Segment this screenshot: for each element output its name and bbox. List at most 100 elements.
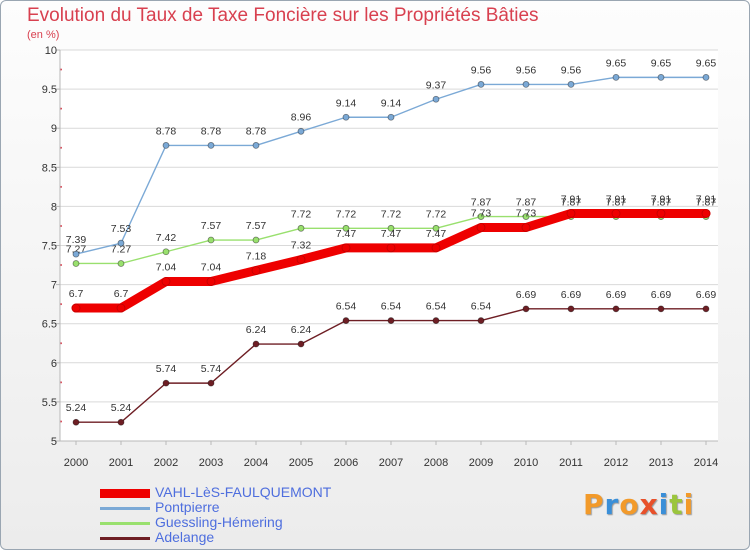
- data-point-guessling-hemering: [387, 224, 395, 232]
- data-label-guessling-hemering: 7.57: [201, 220, 222, 232]
- x-tick-label: 2009: [469, 457, 493, 469]
- data-label-pontpierre: 9.65: [606, 57, 627, 69]
- data-label-pontpierre: 9.56: [561, 64, 582, 76]
- data-point-pontpierre: [657, 73, 665, 81]
- data-point-guessling-hemering: [207, 236, 215, 244]
- data-label-guessling-hemering: 7.87: [561, 197, 582, 209]
- x-tick-label: 2002: [154, 457, 178, 469]
- y-tick-label: 8: [51, 201, 57, 213]
- data-point-guessling-hemering: [162, 248, 170, 256]
- x-tick-label: 2004: [244, 457, 268, 469]
- data-point-guessling-hemering: [72, 260, 80, 267]
- data-label-pontpierre: 9.14: [381, 97, 402, 109]
- data-point-vahl-les-faulquemont: [566, 209, 576, 218]
- data-point-adelange: [432, 317, 440, 324]
- data-label-vahl-les-faulquemont: 7.04: [156, 261, 177, 273]
- data-point-pontpierre: [432, 95, 440, 103]
- x-tick-label: 2014: [694, 457, 718, 469]
- data-point-adelange: [702, 305, 710, 313]
- x-tick-label: 2000: [64, 457, 88, 469]
- data-label-guessling-hemering: 7.87: [471, 197, 492, 209]
- data-label-adelange: 6.69: [606, 289, 627, 301]
- data-label-adelange: 6.24: [246, 324, 267, 336]
- data-point-pontpierre: [117, 239, 125, 247]
- data-label-adelange: 6.54: [471, 301, 492, 313]
- data-point-vahl-les-faulquemont: [521, 223, 531, 232]
- data-label-vahl-les-faulquemont: 7.91: [606, 193, 627, 205]
- data-point-vahl-les-faulquemont: [296, 255, 306, 264]
- data-label-vahl-les-faulquemont: 7.73: [516, 208, 537, 220]
- data-label-guessling-hemering: 7.27: [111, 243, 132, 255]
- data-label-pontpierre: 9.65: [651, 57, 672, 69]
- data-label-vahl-les-faulquemont: 7.91: [696, 193, 717, 205]
- data-point-pontpierre: [522, 81, 530, 88]
- x-tick-label: 2008: [424, 457, 448, 469]
- data-label-pontpierre: 7.53: [111, 223, 132, 235]
- data-label-vahl-les-faulquemont: 6.7: [69, 288, 84, 300]
- y-tick-label: 9: [51, 123, 57, 135]
- data-point-guessling-hemering: [522, 213, 530, 220]
- legend-label-guessling: Guessling-Hémering: [155, 514, 283, 530]
- data-point-pontpierre: [342, 113, 350, 121]
- data-point-guessling-hemering: [252, 236, 260, 244]
- data-label-guessling-hemering: 7.72: [381, 208, 402, 220]
- data-label-pontpierre: 8.96: [291, 111, 312, 123]
- data-point-adelange: [207, 379, 215, 387]
- data-point-guessling-hemering: [342, 224, 350, 232]
- data-point-adelange: [162, 379, 170, 387]
- data-point-adelange: [522, 305, 530, 313]
- data-label-adelange: 6.69: [561, 289, 582, 301]
- proxiti-logo-letter: i: [658, 488, 670, 521]
- legend-swatch-adelange: [100, 537, 150, 540]
- x-tick-label: 2011: [559, 457, 583, 469]
- data-point-vahl-les-faulquemont: [116, 303, 126, 313]
- data-point-adelange: [252, 340, 260, 348]
- x-tick-label: 2012: [604, 457, 628, 469]
- legend-swatch-guessling: [100, 522, 150, 525]
- data-point-vahl-les-faulquemont: [656, 209, 666, 218]
- data-point-vahl-les-faulquemont: [251, 266, 261, 275]
- y-tick-label: 5.5: [42, 397, 57, 409]
- data-label-vahl-les-faulquemont: 7.91: [561, 193, 582, 205]
- data-label-adelange: 6.69: [696, 289, 717, 301]
- data-label-guessling-hemering: 7.72: [336, 208, 357, 220]
- data-label-vahl-les-faulquemont: 7.91: [651, 193, 672, 205]
- data-point-vahl-les-faulquemont: [206, 277, 216, 286]
- data-label-guessling-hemering: 7.87: [606, 197, 627, 209]
- data-point-pontpierre: [72, 250, 80, 258]
- data-point-adelange: [612, 305, 620, 313]
- data-point-vahl-les-faulquemont: [341, 243, 351, 253]
- data-point-vahl-les-faulquemont: [431, 243, 441, 253]
- data-label-adelange: 6.24: [291, 324, 312, 336]
- y-tick-label: 7: [51, 280, 57, 292]
- data-label-guessling-hemering: 7.42: [156, 232, 177, 244]
- proxiti-logo-letter: o: [619, 488, 640, 521]
- data-label-pontpierre: 7.39: [66, 234, 87, 246]
- legend-label-vahl: VAHL-LèS-FAULQUEMONT: [155, 484, 332, 500]
- data-point-pontpierre: [297, 127, 305, 135]
- data-label-vahl-les-faulquemont: 7.73: [471, 208, 492, 220]
- data-point-vahl-les-faulquemont: [71, 303, 81, 313]
- data-label-adelange: 6.69: [651, 289, 672, 301]
- proxiti-logo-letter: t: [669, 488, 684, 521]
- data-point-guessling-hemering: [432, 224, 440, 232]
- data-label-adelange: 6.54: [426, 301, 447, 313]
- data-point-adelange: [117, 418, 125, 426]
- data-label-adelange: 6.69: [516, 289, 537, 301]
- legend-item-vahl: VAHL-LèS-FAULQUEMONT: [100, 484, 420, 500]
- data-label-adelange: 5.24: [66, 402, 87, 414]
- legend-item-pontpierre: Pontpierre: [100, 499, 420, 515]
- data-point-adelange: [342, 317, 350, 324]
- data-point-guessling-hemering: [297, 224, 305, 232]
- data-label-guessling-hemering: 7.72: [426, 208, 447, 220]
- x-tick-label: 2005: [289, 457, 313, 469]
- data-label-adelange: 5.74: [201, 363, 222, 375]
- data-point-pontpierre: [252, 142, 260, 149]
- y-tick-label: 10: [45, 45, 57, 57]
- y-tick-label: 8.5: [42, 162, 57, 174]
- x-tick-label: 2007: [379, 457, 403, 469]
- y-tick-label: 6: [51, 358, 57, 370]
- data-point-pontpierre: [612, 73, 620, 81]
- data-point-guessling-hemering: [117, 260, 125, 267]
